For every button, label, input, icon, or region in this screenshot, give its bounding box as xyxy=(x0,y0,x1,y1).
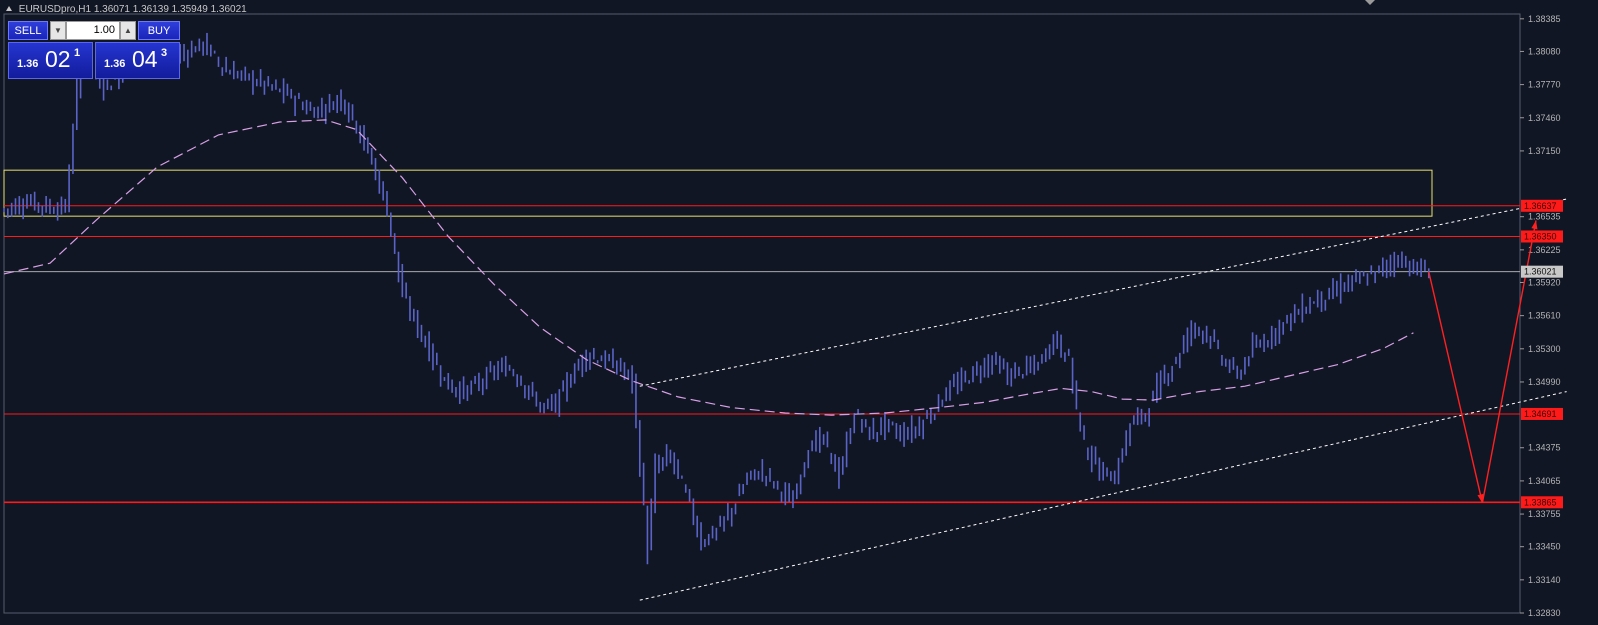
ohlc-values: 1.36071 1.36139 1.35949 1.36021 xyxy=(93,4,247,15)
bid-pip: 1 xyxy=(74,47,81,59)
ask-price-box[interactable]: 1.36 04 3 xyxy=(95,42,180,79)
channel-upper-line xyxy=(639,198,1567,387)
moving-average xyxy=(3,119,1414,416)
ask-big-figure: 04 xyxy=(132,46,158,72)
level-price-tag-bg xyxy=(1521,407,1563,420)
trend-channel xyxy=(639,198,1567,601)
symbol-timeframe: EURUSDpro,H1 xyxy=(18,4,92,15)
current-price-tag: 1.36021 xyxy=(1524,267,1557,277)
level-price-tag: 1.33865 xyxy=(1524,497,1557,507)
y-tick-label: 1.34990 xyxy=(1528,377,1561,387)
resistance-zone xyxy=(3,169,1433,217)
chart-shift-icon[interactable] xyxy=(1365,0,1375,5)
bid-big-figure: 02 xyxy=(45,46,71,72)
level-price-tag: 1.36350 xyxy=(1524,231,1557,241)
y-tick-label: 1.34375 xyxy=(1528,443,1561,453)
level-price-tag-bg xyxy=(1521,496,1563,509)
y-tick-label: 1.33140 xyxy=(1528,575,1561,585)
sell-button[interactable]: SELL xyxy=(8,21,48,40)
level-price-tag-bg xyxy=(1521,230,1563,243)
y-tick-label: 1.38385 xyxy=(1528,14,1561,24)
y-tick-label: 1.34065 xyxy=(1528,476,1561,486)
lot-increase-button[interactable]: ▲ xyxy=(120,21,136,40)
current-price-tag-bg xyxy=(1521,265,1563,278)
y-tick-label: 1.33450 xyxy=(1528,542,1561,552)
bid-prefix: 1.36 xyxy=(17,58,39,70)
bid-price-box[interactable]: 1.36 02 1 xyxy=(8,42,93,79)
y-tick-label: 1.37770 xyxy=(1528,80,1561,90)
y-tick-label: 1.35610 xyxy=(1528,311,1561,321)
buy-button[interactable]: BUY xyxy=(138,21,180,40)
y-tick-label: 1.32830 xyxy=(1528,608,1561,618)
chart-menu-icon[interactable] xyxy=(6,6,12,11)
ask-pip: 3 xyxy=(161,47,168,59)
level-price-tag: 1.36637 xyxy=(1524,201,1557,211)
forecast-arrowhead xyxy=(1531,220,1538,230)
price-series xyxy=(3,32,1430,565)
one-click-trading-panel: SELL ▼ 1.00 ▲ BUY 1.36 02 1 1.36 04 3 xyxy=(8,21,180,79)
price-axis: 1.38385 1.38080 1.37770 1.37460 1.37150 1.365… xyxy=(1520,14,1561,618)
y-tick-label: 1.35300 xyxy=(1528,344,1561,354)
level-price-tag: 1.34691 xyxy=(1524,409,1557,419)
y-tick-label: 1.33755 xyxy=(1528,509,1561,519)
y-tick-label: 1.38080 xyxy=(1528,46,1561,56)
chart-header: EURUSDpro,H1 1.36071 1.36139 1.35949 1.3… xyxy=(6,4,247,15)
forecast-segment xyxy=(1428,271,1484,503)
y-tick-label: 1.36225 xyxy=(1528,245,1561,255)
moving-average-line xyxy=(3,119,1414,416)
channel-lower-line xyxy=(639,391,1567,601)
y-tick-label: 1.37460 xyxy=(1528,113,1561,123)
y-tick-label: 1.37150 xyxy=(1528,146,1561,156)
level-price-tag-bg xyxy=(1521,199,1563,212)
forecast-arrowhead xyxy=(1477,493,1484,503)
level-price-labels: 1.36637 1.36350 1.34691 1.33865 1.36021 xyxy=(1521,199,1563,509)
price-levels xyxy=(4,205,1520,504)
lot-decrease-button[interactable]: ▼ xyxy=(50,21,66,40)
ask-prefix: 1.36 xyxy=(104,58,126,70)
y-tick-label: 1.36535 xyxy=(1528,212,1561,222)
lot-size-input[interactable]: 1.00 xyxy=(66,21,120,40)
zone-rect xyxy=(3,169,1433,217)
y-tick-label: 1.35920 xyxy=(1528,277,1561,287)
plot-area xyxy=(3,13,1521,614)
